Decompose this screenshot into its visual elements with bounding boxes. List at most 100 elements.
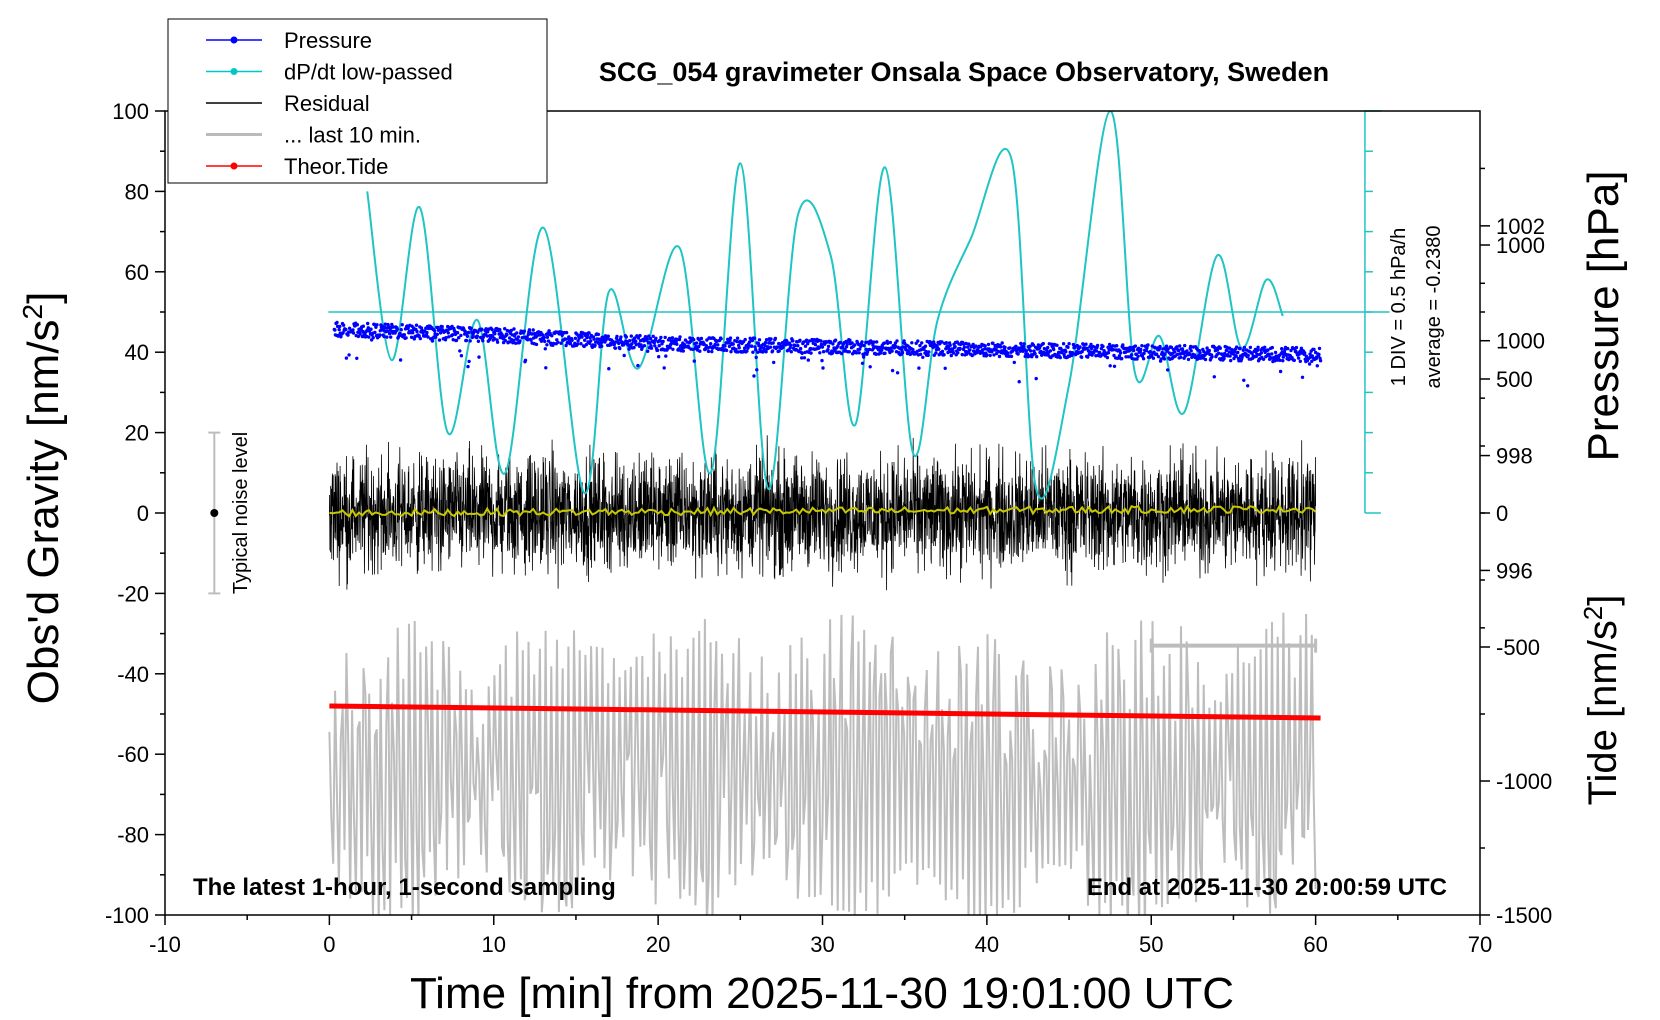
pressure-point <box>1222 356 1226 361</box>
tide-tick-label: -1500 <box>1496 903 1552 928</box>
pressure-point <box>467 359 471 364</box>
pressure-point <box>402 333 407 337</box>
noise-bar-center <box>210 509 219 517</box>
pressure-tick-label: 1002 <box>1496 214 1545 239</box>
pressure-point <box>606 334 610 338</box>
pressure-point <box>551 341 556 346</box>
pressure-point <box>934 351 938 355</box>
pressure-point <box>622 353 626 358</box>
pressure-point <box>661 339 665 344</box>
pressure-point <box>430 339 435 343</box>
pressure-point <box>658 339 662 343</box>
tide-tick-label: 500 <box>1496 367 1533 392</box>
x-tick-label: 30 <box>810 932 834 957</box>
legend-box <box>167 18 548 184</box>
pressure-point <box>1185 349 1189 353</box>
pressure-point <box>481 339 485 343</box>
pressure-point <box>1156 354 1161 359</box>
pressure-point <box>634 339 638 343</box>
pressure-point <box>1248 345 1253 350</box>
pressure-point <box>505 332 509 337</box>
pressure-tick-label: 998 <box>1496 444 1533 469</box>
pressure-point <box>864 340 868 345</box>
pressure-point <box>1118 351 1123 355</box>
pressure-point <box>709 342 713 346</box>
pressure-point <box>1250 351 1254 355</box>
tide-line <box>329 703 1321 721</box>
pressure-point <box>706 349 711 354</box>
pressure-point <box>1218 346 1223 350</box>
pressure-point <box>1242 345 1247 350</box>
pressure-point <box>645 337 649 341</box>
pressure-point <box>1290 356 1294 360</box>
pressure-point <box>918 352 923 356</box>
pressure-point <box>596 332 601 337</box>
pressure-point <box>1115 344 1119 348</box>
pressure-point <box>756 350 760 354</box>
pressure-point <box>654 336 658 340</box>
legend-entry: Pressure <box>206 28 372 53</box>
pressure-point <box>485 334 489 338</box>
pressure-point <box>900 350 905 355</box>
pressure-point <box>1086 355 1090 359</box>
pressure-point <box>486 330 490 334</box>
pressure-point <box>967 342 971 346</box>
pressure-point <box>341 331 345 335</box>
pressure-point <box>509 328 513 333</box>
pressure-point <box>1166 347 1170 351</box>
pressure-point <box>675 342 679 346</box>
pressure-point <box>802 356 807 360</box>
pressure-point <box>1089 342 1093 347</box>
pressure-point <box>556 340 560 344</box>
pressure-point <box>1107 348 1111 352</box>
pressure-point <box>668 345 672 350</box>
legend-label: Residual <box>284 91 370 116</box>
pressure-tick-label: 1000 <box>1496 329 1545 354</box>
pressure-point <box>573 336 578 340</box>
pressure-point <box>1162 357 1167 361</box>
pressure-point <box>1105 355 1110 360</box>
pressure-point <box>378 333 382 337</box>
pressure-point <box>860 361 865 365</box>
pressure-point <box>1029 349 1033 353</box>
dpdt-line <box>366 111 1284 500</box>
pressure-point <box>1141 357 1146 361</box>
pressure-point <box>369 327 373 331</box>
pressure-point <box>943 366 947 370</box>
pressure-point <box>389 335 393 339</box>
pressure-point <box>1246 353 1250 358</box>
pressure-point <box>764 338 769 342</box>
pressure-point <box>1298 359 1303 363</box>
pressure-point <box>587 331 591 335</box>
pressure-point <box>845 342 849 346</box>
pressure-point <box>1006 351 1010 355</box>
pressure-point <box>940 340 944 344</box>
pressure-point <box>375 323 379 327</box>
pressure-point <box>395 327 399 331</box>
pressure-point <box>414 323 419 327</box>
pressure-point <box>1256 345 1260 349</box>
pressure-point <box>964 341 968 346</box>
pressure-point <box>757 338 762 342</box>
pressure-point <box>344 356 349 360</box>
pressure-point <box>1024 349 1029 353</box>
pressure-point <box>697 345 701 349</box>
pressure-point <box>764 350 768 354</box>
pressure-point <box>404 336 408 340</box>
pressure-point <box>1151 356 1156 360</box>
y-tick-label: -40 <box>117 662 149 687</box>
pressure-point <box>559 341 563 345</box>
pressure-point <box>522 329 527 333</box>
residual-smoothed-line <box>329 503 1317 518</box>
pressure-point <box>1238 346 1242 351</box>
x-tick-label: 0 <box>323 932 335 957</box>
pressure-point <box>459 333 463 338</box>
pressure-point <box>1294 345 1299 350</box>
pressure-point <box>981 351 985 355</box>
pressure-point <box>754 348 758 352</box>
pressure-point <box>367 335 371 339</box>
pressure-point <box>1019 341 1023 346</box>
pressure-point <box>600 344 604 348</box>
pressure-point <box>465 334 470 338</box>
